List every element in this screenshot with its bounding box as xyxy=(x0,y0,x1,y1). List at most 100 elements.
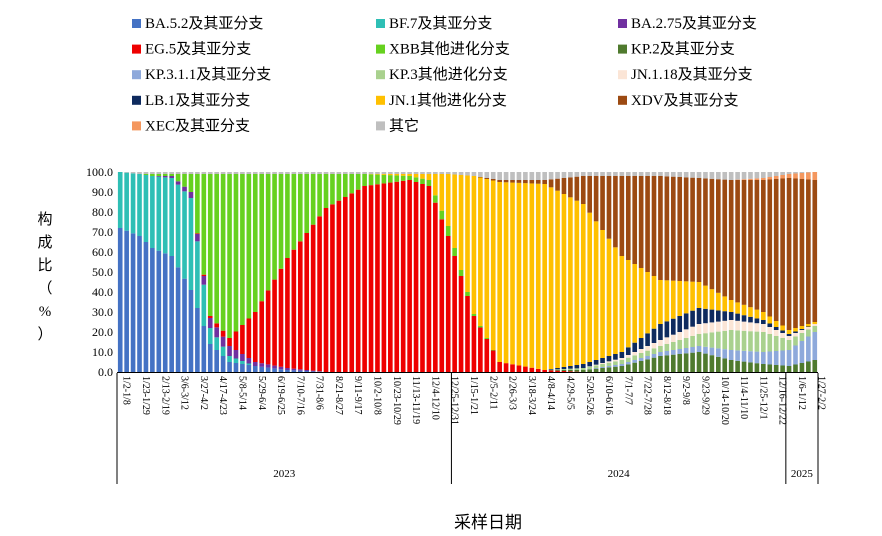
bar-segment xyxy=(220,172,226,174)
bar-segment xyxy=(748,331,753,352)
bar-segment xyxy=(445,174,451,226)
bar-segment xyxy=(265,174,271,291)
bar-segment xyxy=(535,180,541,184)
bar-segment xyxy=(683,348,689,354)
bar-segment xyxy=(690,281,695,311)
bar-stack-49 xyxy=(433,172,438,372)
bar-segment xyxy=(606,361,612,363)
bar-segment xyxy=(773,176,779,179)
bar-segment xyxy=(304,233,310,370)
bar-segment xyxy=(561,367,567,369)
bar-segment xyxy=(330,172,335,174)
bar-segment xyxy=(433,195,438,203)
bar-segment xyxy=(754,363,760,372)
bar-segment xyxy=(703,308,708,324)
bar-segment xyxy=(375,174,380,175)
bar-segment xyxy=(754,172,760,179)
bar-segment xyxy=(535,183,541,369)
bar-segment xyxy=(188,198,194,290)
x-tick-label: 10/14-10/20 xyxy=(719,376,730,425)
bar-segment xyxy=(555,370,560,372)
bar-segment xyxy=(728,360,734,372)
bar-stack-87 xyxy=(677,172,683,372)
bar-segment xyxy=(574,365,580,369)
bar-stack-24 xyxy=(272,172,277,372)
bar-segment xyxy=(484,178,490,179)
bar-segment xyxy=(683,329,689,338)
x-tick-label: 1/15-1/21 xyxy=(468,376,479,415)
bar-segment xyxy=(169,256,174,372)
bar-segment xyxy=(613,176,618,248)
bar-segment xyxy=(394,181,400,372)
bar-segment xyxy=(728,180,734,300)
bar-stack-79 xyxy=(625,172,631,372)
bar-segment xyxy=(806,336,811,362)
bar-segment xyxy=(806,326,811,327)
x-tick-label: 7/22-7/28 xyxy=(642,376,653,415)
bar-segment xyxy=(741,180,747,305)
bar-segment xyxy=(716,179,721,293)
bar-stack-97 xyxy=(741,172,747,372)
y-tick-label: 100.0 xyxy=(86,165,113,179)
bar-stack-67 xyxy=(548,172,554,372)
bar-segment xyxy=(240,361,245,364)
bar-stack-31 xyxy=(317,172,322,372)
bar-segment xyxy=(690,352,695,372)
bar-segment xyxy=(394,174,400,176)
bar-stack-21 xyxy=(252,172,258,372)
bar-segment xyxy=(561,178,567,194)
bar-segment xyxy=(368,185,374,372)
bar-segment xyxy=(265,290,271,365)
x-tick-label: 6/10-6/16 xyxy=(603,376,614,415)
bar-segment xyxy=(812,332,818,360)
bar-segment xyxy=(555,369,560,370)
bar-segment xyxy=(542,180,547,184)
bar-stack-2 xyxy=(130,172,136,372)
bar-segment xyxy=(741,172,747,180)
x-tick-label: 7/1-7/7 xyxy=(622,376,633,405)
bar-segment xyxy=(703,333,708,347)
bar-segment xyxy=(580,172,586,176)
legend-swatch xyxy=(376,121,385,131)
bar-segment xyxy=(767,172,773,177)
bar-segment xyxy=(201,174,207,275)
bar-segment xyxy=(606,176,612,239)
bar-stack-30 xyxy=(310,172,316,372)
bar-segment xyxy=(162,253,168,372)
bar-segment xyxy=(806,172,811,173)
bar-segment xyxy=(651,276,657,329)
bar-stack-40 xyxy=(375,172,380,372)
x-tick-label: 1/27-2/2 xyxy=(815,376,826,410)
legend-swatch xyxy=(618,95,627,105)
bar-segment xyxy=(130,172,136,174)
x-tick-label: 12/16-12/22 xyxy=(777,376,788,425)
bar-segment xyxy=(297,174,303,242)
bar-segment xyxy=(658,346,663,352)
x-tick-label: 11/4-11/10 xyxy=(738,376,749,419)
legend-swatch xyxy=(132,121,141,131)
bar-stack-91 xyxy=(703,172,708,372)
bar-segment xyxy=(465,172,470,176)
bar-segment xyxy=(773,172,779,176)
bar-segment xyxy=(355,174,361,190)
bar-segment xyxy=(580,370,586,372)
bar-segment xyxy=(767,177,773,180)
legend-label: JN.1.18及其亚分支 xyxy=(631,66,753,83)
bar-segment xyxy=(150,248,155,372)
legend-swatch xyxy=(376,44,385,54)
bar-segment xyxy=(278,369,284,372)
x-tick-label: 9/11-9/17 xyxy=(352,376,363,415)
bar-segment xyxy=(670,172,676,177)
bar-segment xyxy=(780,365,785,372)
bar-segment xyxy=(658,172,663,176)
bar-segment xyxy=(761,180,766,312)
bar-segment xyxy=(780,325,785,331)
bar-segment xyxy=(741,321,747,331)
bar-segment xyxy=(207,328,213,344)
bar-segment xyxy=(516,182,522,366)
bar-segment xyxy=(574,172,580,177)
bar-segment xyxy=(561,370,567,371)
bar-segment xyxy=(207,344,213,372)
bar-stack-85 xyxy=(664,172,670,372)
bar-segment xyxy=(542,370,547,372)
